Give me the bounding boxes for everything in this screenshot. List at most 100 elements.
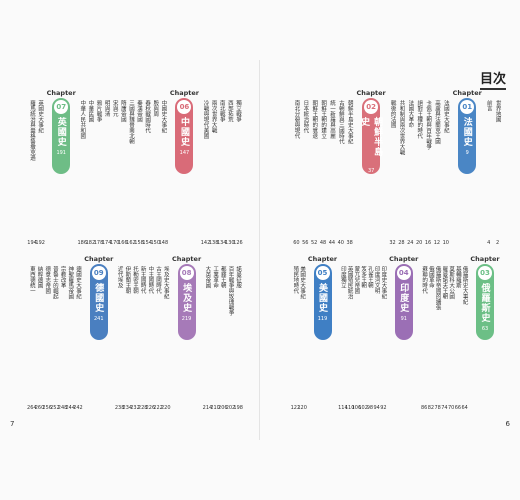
toc-entry: 印度獨立: [339, 266, 346, 288]
toc-entry: 冷戰與現代美國: [202, 100, 209, 139]
toc-entry: 印度史大事紀: [380, 266, 387, 299]
entry-page: 174: [101, 240, 112, 246]
entry-page: 98: [366, 405, 374, 411]
entry-page: 48: [319, 240, 327, 246]
entry-page: 52: [311, 240, 318, 246]
toc-entry: 中王國時代: [147, 266, 154, 294]
entry-page: 244: [65, 405, 76, 411]
entry-page: 2: [495, 240, 500, 246]
chapter-title: 埃及史: [181, 283, 192, 313]
chapter-badge: 06 中國史 147: [175, 98, 194, 174]
entry-page: 220: [160, 405, 171, 411]
toc-entry: 東西德統一: [28, 266, 35, 294]
toc-entry: 朝鮮王朝的建立: [320, 100, 327, 139]
right-page: [260, 0, 520, 500]
chapter-title: 美國史: [317, 283, 327, 313]
toc-entry: 法國大革命: [407, 100, 414, 128]
entry-page: 242: [73, 405, 83, 411]
chapter-badge: 09 德國史 241: [89, 264, 108, 340]
chapter-number: 07: [54, 100, 69, 114]
toc-entry: 托勒密王朝: [132, 266, 138, 294]
entry-page: 10: [442, 240, 449, 246]
chapter-badge: 01 法國史 9: [458, 98, 477, 174]
entry-page: 210: [210, 405, 220, 411]
entry-page: 102: [358, 405, 368, 411]
entry-page: 92: [380, 405, 387, 411]
entry-page: 60: [293, 240, 300, 246]
entry-page: 78: [434, 405, 441, 411]
chapter-title: 英國史: [55, 117, 66, 147]
toc-entry: 諾曼征服: [235, 266, 242, 288]
chapter-badge: 04 印度史 91: [394, 264, 413, 340]
chapter-label: Chapter: [169, 89, 200, 97]
chapter-page: 191: [56, 150, 66, 156]
toc-entry: 高盧與法蘭克王國: [433, 100, 440, 144]
chapter-label: Chapter: [171, 255, 202, 263]
toc-entry: 神聖羅馬帝國: [67, 266, 74, 299]
entry-page: 134: [216, 240, 227, 246]
entry-page: 186: [77, 240, 88, 246]
gutter: [259, 60, 260, 440]
entry-page: 82: [427, 405, 435, 411]
toc-entry: 百年戰爭與玫瑰戰爭: [227, 266, 234, 316]
toc-entry: 戰後的法國: [389, 100, 396, 128]
chapter-page: 63: [481, 326, 489, 332]
entry-page: 56: [302, 240, 309, 246]
entry-page: 38: [346, 240, 353, 246]
chapter-badge: 05 美國史 119: [313, 264, 332, 340]
toc-entry: 埃及史大事紀: [162, 266, 169, 299]
entry-page: 74: [441, 405, 448, 411]
entry-page: 162: [126, 240, 136, 246]
entry-page: 12: [433, 240, 441, 246]
entry-page: 20: [416, 240, 423, 246]
chapter-page: 9: [465, 150, 469, 156]
entry-page: 206: [218, 405, 228, 411]
toc-entry: 笈多王朝: [360, 266, 367, 288]
chapter-page: 37: [367, 168, 375, 174]
toc-entry: 孔雀王朝: [366, 266, 373, 288]
toc-entry: 春秋戰國時代: [144, 100, 151, 133]
toc-entry: 世界地圖: [494, 100, 501, 122]
toc-entry: 中華民國: [87, 100, 94, 122]
toc-entry: 朝鮮半島史大事紀: [346, 100, 353, 144]
chapter-number: 06: [177, 100, 192, 114]
chapter-label: Chapter: [470, 255, 500, 263]
entry-page: 64: [461, 405, 468, 411]
toc-entry: 英國殖民統治: [346, 266, 353, 299]
entry-page: 28: [398, 240, 405, 246]
entry-page: 32: [389, 240, 396, 246]
page-number: 7: [10, 420, 15, 428]
chapter-number: 04: [396, 266, 411, 280]
toc-entry: 俄羅斯帝國的擴張: [434, 266, 441, 310]
entry-page: 238: [114, 405, 125, 411]
toc-entry: 三國與魏晉南北朝: [127, 100, 134, 144]
toc-entry: 中華人民共和國: [79, 100, 86, 139]
toc-title: 目次: [479, 68, 506, 90]
chapter-page: 91: [400, 316, 407, 322]
toc-entry: 中國史大事紀: [160, 100, 167, 133]
chapter-badge: 03 俄羅斯史 63: [476, 264, 494, 340]
entry-page: 4: [487, 240, 491, 246]
entry-page: 110: [344, 405, 355, 411]
entry-page: 248: [57, 405, 68, 411]
toc-entry: 朝鮮王朝的衰退: [311, 100, 318, 139]
chapter-title: 中國史: [178, 117, 189, 147]
toc-entry: 古王國時代: [155, 266, 162, 294]
toc-entry: 兩次世界大戰: [210, 100, 217, 133]
entry-page: 120: [297, 405, 307, 411]
toc-entry: 明與清: [103, 100, 110, 117]
toc-entry: 南北分裂與現代: [293, 100, 300, 139]
entry-page: 70: [447, 405, 455, 411]
entry-page: 122: [290, 405, 301, 411]
toc-entry: 秦漢帝國: [136, 100, 143, 122]
entry-page: 138: [208, 240, 219, 246]
entry-page: 260: [34, 405, 45, 411]
entry-page: 166: [118, 240, 128, 246]
toc-entry: 大英帝國: [204, 266, 211, 288]
entry-page: 66: [454, 405, 462, 411]
toc-entry: 殷與周: [152, 100, 159, 117]
toc-entry: 基輔羅斯: [454, 266, 461, 288]
entry-page: 170: [109, 240, 120, 246]
toc-entry: 美國史大事紀: [299, 266, 306, 299]
chapter-number: 09: [91, 266, 106, 280]
